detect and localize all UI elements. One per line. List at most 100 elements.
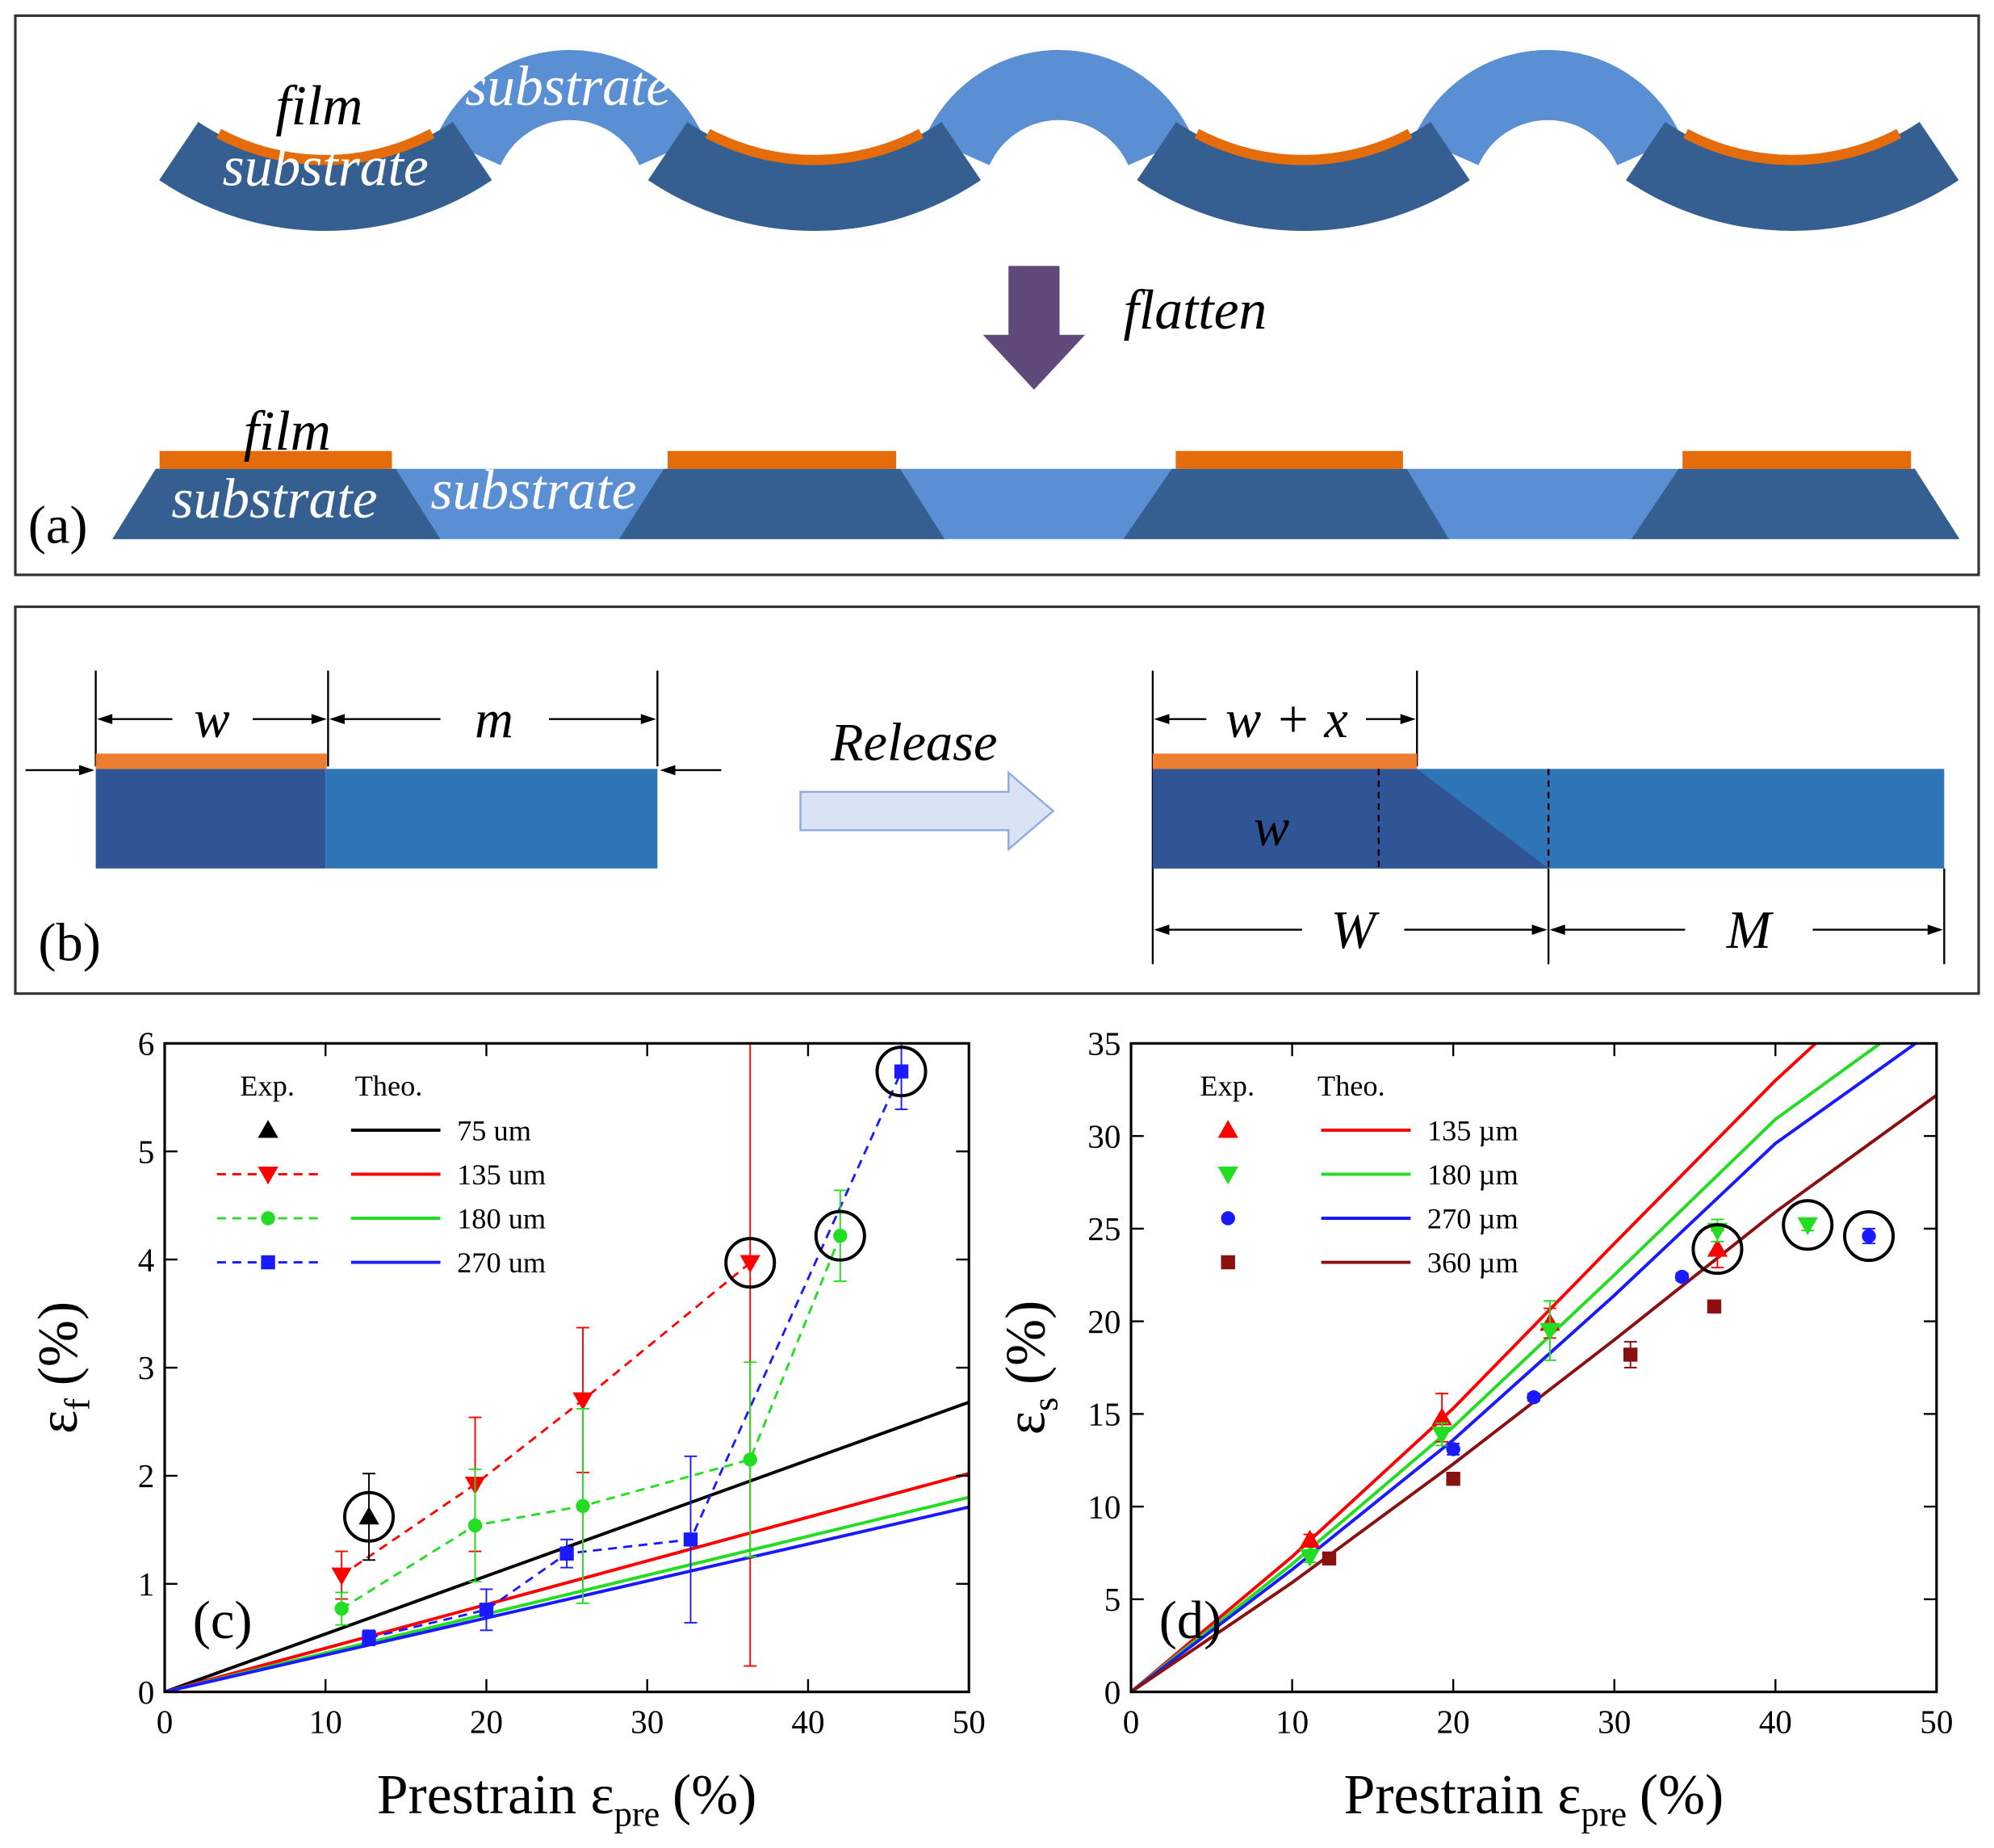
substrate-label: substrate [465, 56, 671, 118]
data-point [743, 1452, 757, 1467]
theory-line [1131, 1043, 1917, 1692]
film-arc [1683, 128, 1902, 166]
legend-header: Exp. [240, 1070, 295, 1102]
legend-label: 270 um [457, 1247, 546, 1279]
plot-area [164, 1043, 970, 1692]
data-point [1527, 1390, 1541, 1405]
y-axis-label-text: ε [27, 1410, 90, 1434]
x-axis-label-text: Prestrain ε [377, 1764, 614, 1826]
legend-label: 180 um [457, 1203, 546, 1235]
data-point [1862, 1229, 1876, 1243]
dimension-label: m [475, 690, 513, 749]
film-arc [705, 128, 924, 166]
data-point [1299, 1529, 1321, 1548]
y-tick-label: 0 [1104, 1674, 1121, 1711]
highlight-circle [875, 1046, 928, 1098]
flatten-arrow [982, 266, 1086, 390]
y-axis-label-text: ε [995, 1411, 1058, 1435]
x-axis-label: Prestrain εpre (%) [1344, 1764, 1724, 1834]
highlight-circle [724, 1237, 777, 1289]
data-point [833, 1228, 848, 1243]
film-substrate-arc [1137, 121, 1470, 231]
y-axis-label-unit: (%) [995, 1301, 1058, 1385]
plot-frame [1129, 1041, 1938, 1694]
y-axis-label-sub: s [1025, 1398, 1065, 1411]
film-substrate-block [618, 468, 945, 539]
data-point [358, 1506, 379, 1525]
data-point [1322, 1551, 1337, 1566]
x-tick-label: 40 [1759, 1703, 1792, 1740]
data-point [1707, 1238, 1728, 1257]
data-point [362, 1631, 376, 1645]
legend-label: 75 um [457, 1115, 531, 1147]
legend-marker [258, 1166, 279, 1185]
legend-header: Theo. [1317, 1070, 1385, 1102]
data-point [1446, 1442, 1460, 1456]
x-tick-label: 50 [1920, 1703, 1953, 1740]
film [1682, 450, 1912, 469]
x-tick-label: 10 [309, 1703, 342, 1740]
x-tick-label: 30 [630, 1703, 664, 1740]
film [1152, 753, 1418, 769]
panel-a-frame [14, 14, 1980, 576]
legend-marker [1221, 1255, 1235, 1270]
film-label: film [244, 400, 331, 463]
panel-b-frame [14, 605, 1980, 995]
y-axis-label-unit: (%) [27, 1301, 90, 1385]
y-axis-label-sub: f [58, 1398, 98, 1410]
plot-area [1131, 1043, 1937, 1692]
data-point [1299, 1548, 1321, 1567]
y-tick-label: 10 [1087, 1488, 1121, 1525]
dimension-label: W [1331, 901, 1380, 960]
experiment-line [341, 1262, 752, 1577]
x-tick-label: 0 [1123, 1703, 1140, 1740]
data-point [683, 1532, 698, 1547]
film-substrate-block [1123, 468, 1449, 539]
x-axis-label-text: Prestrain ε [1344, 1764, 1581, 1826]
data-point [1446, 1472, 1460, 1486]
plot-frame [163, 1041, 970, 1694]
release-arrow [799, 770, 1055, 852]
data-point [1707, 1222, 1728, 1241]
y-tick-label: 0 [138, 1674, 155, 1711]
data-point [479, 1603, 494, 1617]
film [1175, 450, 1403, 469]
film-substrate-block [112, 468, 441, 539]
theory-line [164, 1472, 970, 1692]
free-substrate [325, 769, 658, 869]
free-substrate-arc [1414, 49, 1682, 166]
film [95, 753, 327, 769]
panel-label: (c) [193, 1591, 253, 1650]
x-tick-label: 30 [1598, 1703, 1631, 1740]
legend-label: 270 µm [1427, 1203, 1519, 1235]
theory-line [164, 1505, 970, 1692]
data-point [1431, 1407, 1452, 1426]
y-axis-label: εs (%) [995, 1301, 1066, 1435]
substrate-label: substrate [430, 459, 636, 522]
y-tick-label: 25 [1087, 1210, 1121, 1247]
x-tick-label: 10 [1276, 1703, 1309, 1740]
y-tick-label: 3 [138, 1349, 155, 1386]
film-substrate-arc [647, 121, 981, 231]
theory-line [1131, 1043, 1882, 1692]
data-point [334, 1601, 349, 1616]
data-point [1539, 1322, 1560, 1341]
x-tick-label: 40 [791, 1703, 824, 1740]
y-tick-label: 6 [138, 1025, 155, 1062]
film-substrate [95, 769, 326, 869]
data-point [739, 1255, 760, 1273]
panel-label: (b) [38, 914, 100, 973]
legend-marker [1221, 1211, 1235, 1226]
legend-marker [261, 1255, 275, 1270]
x-axis-label: Prestrain εpre (%) [377, 1764, 757, 1834]
experiment-line [368, 1071, 903, 1640]
y-tick-label: 4 [138, 1241, 155, 1278]
data-point [331, 1567, 352, 1586]
dimension-lines [25, 670, 1946, 965]
legend-marker [261, 1211, 275, 1226]
legend-label: 180 µm [1427, 1159, 1519, 1191]
x-axis-label-unit: (%) [1640, 1764, 1724, 1826]
highlight-circle [343, 1490, 396, 1543]
highlight-circle [1691, 1223, 1744, 1276]
